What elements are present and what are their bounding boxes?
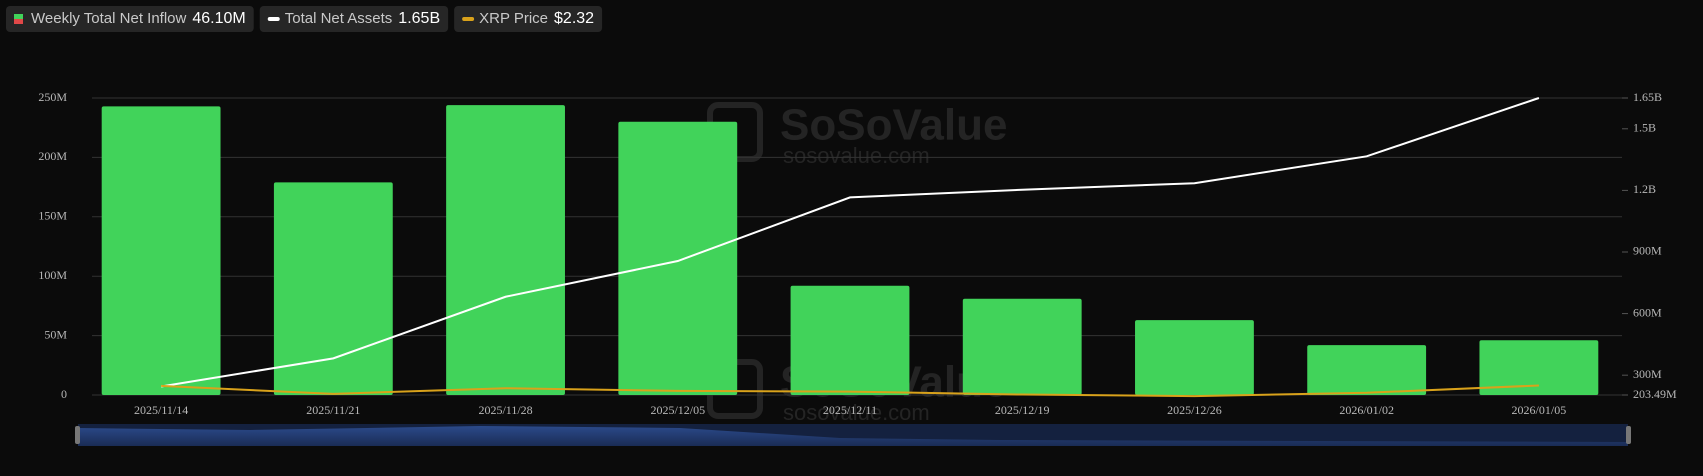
line (160, 97, 1540, 388)
y2-tick-label: 300M (1633, 367, 1662, 381)
navigator-handle[interactable] (75, 426, 80, 444)
x-tick-label: 2025/11/21 (306, 403, 360, 417)
legend-value: 1.65B (398, 10, 440, 27)
navigator[interactable] (75, 424, 1631, 446)
y-tick-label: 100M (38, 268, 67, 282)
bar (962, 298, 1082, 395)
bar (1479, 340, 1599, 395)
y2-tick-label: 900M (1633, 244, 1662, 258)
bar (1307, 345, 1427, 395)
y-tick-label: 0 (61, 387, 67, 401)
legend-value: $2.32 (554, 10, 594, 27)
legend-label: Weekly Total Net Inflow (31, 10, 187, 27)
y-tick-label: 50M (44, 327, 67, 341)
y2-tick-label: 600M (1633, 305, 1662, 319)
legend-box (259, 6, 449, 32)
legend-swatch (14, 14, 23, 19)
y2-tick-label: 203.49M (1633, 387, 1677, 401)
legend-item: Weekly Total Net Inflow 46.10M (6, 6, 254, 32)
y2-tick-label: 1.65B (1633, 90, 1662, 104)
x-tick-label: 2025/12/26 (1167, 403, 1222, 417)
x-tick-label: 2025/11/28 (478, 403, 532, 417)
legend-item: Total Net Assets 1.65B (259, 6, 449, 32)
legend-box (454, 6, 603, 32)
legend-swatch (267, 17, 280, 21)
bar (273, 182, 393, 395)
x-tick-label: 2025/12/11 (823, 403, 877, 417)
legend-label: XRP Price (479, 10, 548, 27)
y2-tick-label: 1.5B (1633, 121, 1656, 135)
bar (446, 105, 565, 396)
legend-swatch (14, 19, 23, 24)
watermark-text: SoSoValue (780, 101, 1007, 150)
bar (1135, 320, 1254, 395)
navigator-area (78, 426, 1628, 446)
legend-label: Total Net Assets (285, 10, 393, 27)
watermark-url: sosovalue.com (783, 400, 930, 425)
x-tick-label: 2026/01/02 (1339, 403, 1394, 417)
bar (618, 121, 738, 395)
watermark-url: sosovalue.com (783, 143, 930, 168)
legend-item: XRP Price $2.32 (454, 6, 603, 32)
legend-box (6, 6, 254, 32)
x-tick-label: 2025/12/05 (650, 403, 705, 417)
legend-value: 46.10M (192, 10, 245, 27)
x-tick-label: 2025/12/19 (995, 403, 1050, 417)
y2-tick-label: 1.2B (1633, 182, 1656, 196)
x-tick-label: 2025/11/14 (134, 403, 188, 417)
navigator-handle[interactable] (1626, 426, 1631, 444)
legend-swatch (462, 17, 475, 21)
bar (790, 285, 910, 395)
line (161, 384, 1539, 398)
y-tick-label: 250M (38, 90, 67, 104)
y-tick-label: 200M (38, 149, 67, 163)
bar (101, 106, 221, 395)
x-tick-label: 2026/01/05 (1512, 403, 1567, 417)
y-tick-label: 150M (38, 209, 67, 223)
